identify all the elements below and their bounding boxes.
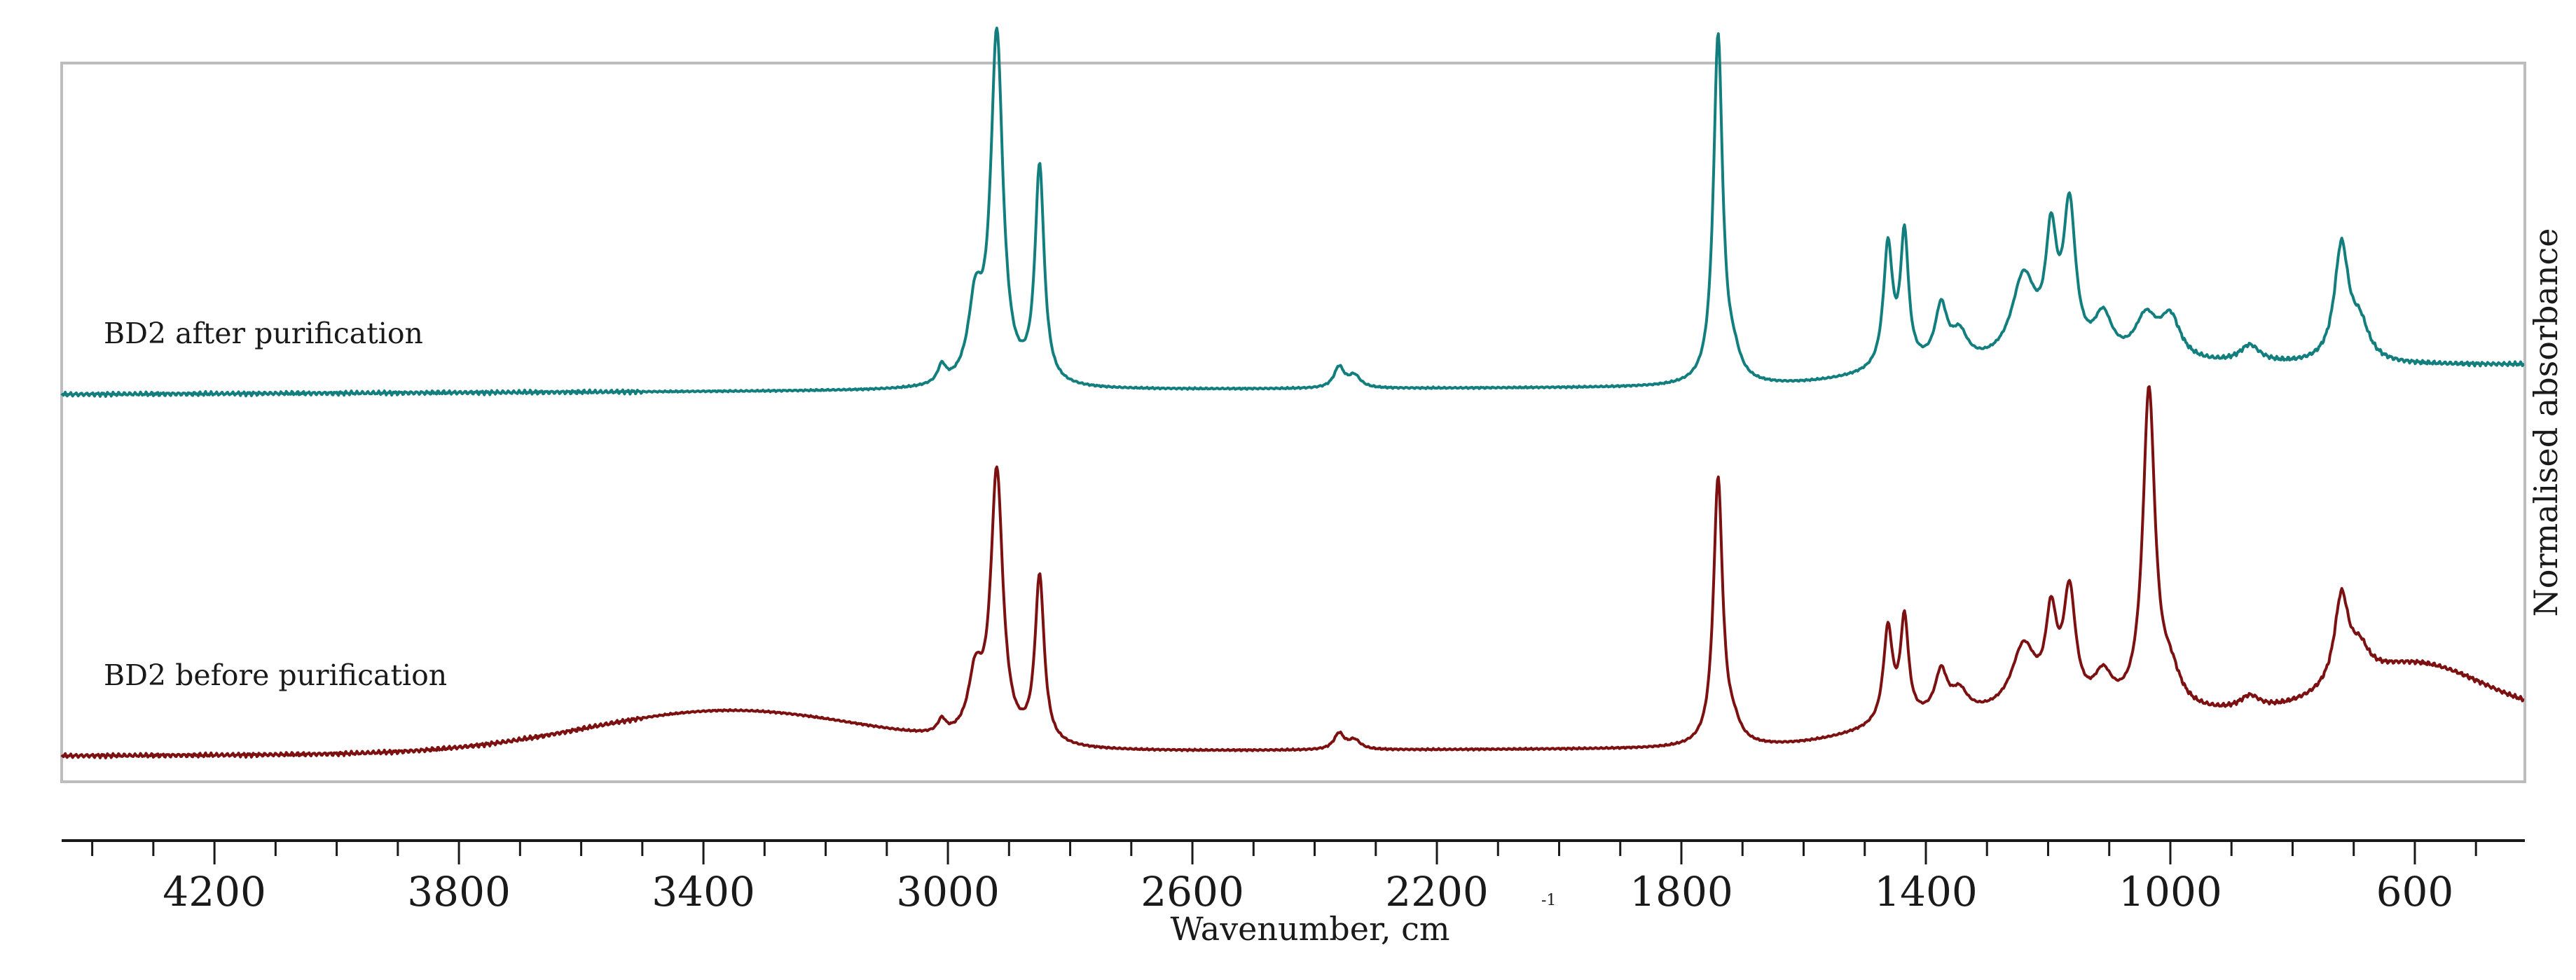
x-tick-label: 1800 xyxy=(1630,868,1733,916)
x-tick-label: 2200 xyxy=(1385,868,1489,916)
x-axis-ticks xyxy=(91,841,2477,864)
x-tick-label: 1000 xyxy=(2119,868,2222,916)
plot-frame xyxy=(60,62,2526,783)
x-axis-title: Wavenumber, cm xyxy=(1170,910,1449,948)
series-line-after-purification xyxy=(60,27,2525,398)
x-tick-label: 2600 xyxy=(1141,868,1244,916)
series-label-before-purification: BD2 before purification xyxy=(104,658,447,692)
x-tick-label: 3000 xyxy=(896,868,1000,916)
x-tick-label: 1400 xyxy=(1874,868,1978,916)
x-tick-label: 4200 xyxy=(163,868,266,916)
x-axis-tick-labels: 4200 3800 3400 3000 2600 2200 1800 1400 1000 600 xyxy=(163,868,2453,916)
x-tick-label: 600 xyxy=(2376,868,2454,916)
x-tick-label: 3800 xyxy=(407,868,511,916)
y-axis-title: Normalised absorbance xyxy=(2527,228,2565,617)
x-axis-title-superscript: -1 xyxy=(1541,892,1556,909)
x-tick-label: 3400 xyxy=(652,868,755,916)
series-line-before-purification xyxy=(60,385,2525,759)
series-label-after-purification: BD2 after purification xyxy=(104,317,423,350)
